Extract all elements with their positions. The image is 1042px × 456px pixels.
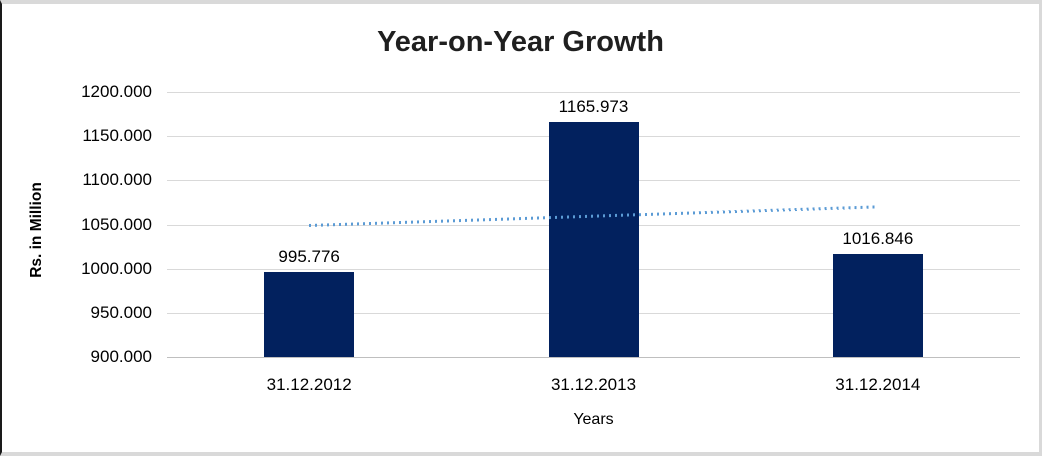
- bar-31.12.2013: [548, 122, 639, 357]
- data-label: 995.776: [278, 247, 340, 267]
- y-tick-label: 1200.000: [81, 82, 152, 101]
- gridline: [167, 92, 1020, 93]
- x-axis-line: [167, 357, 1020, 358]
- y-tick-label: 1150.000: [82, 126, 152, 146]
- x-axis-title: Years: [573, 411, 614, 428]
- x-tick-label: 31.12.2014: [835, 375, 921, 394]
- data-label: 1016.846: [842, 228, 914, 248]
- data-label: 1165.973: [558, 97, 629, 117]
- y-tick-label: 900.000: [90, 347, 152, 366]
- bar-31.12.2012: [264, 272, 355, 357]
- y-tick-label: 1000.000: [81, 258, 152, 278]
- y-tick-label: 1100.000: [82, 170, 152, 190]
- plot-area: [167, 92, 1020, 358]
- y-tick-label: 1050.000: [81, 214, 152, 234]
- y-tick-label: 950.000: [90, 302, 152, 322]
- x-tick-label: 31.12.2012: [266, 375, 352, 394]
- bar-31.12.2014: [832, 253, 923, 357]
- x-tick-label: 31.12.2013: [550, 375, 637, 394]
- chart-title: Year-on-Year Growth: [377, 26, 664, 58]
